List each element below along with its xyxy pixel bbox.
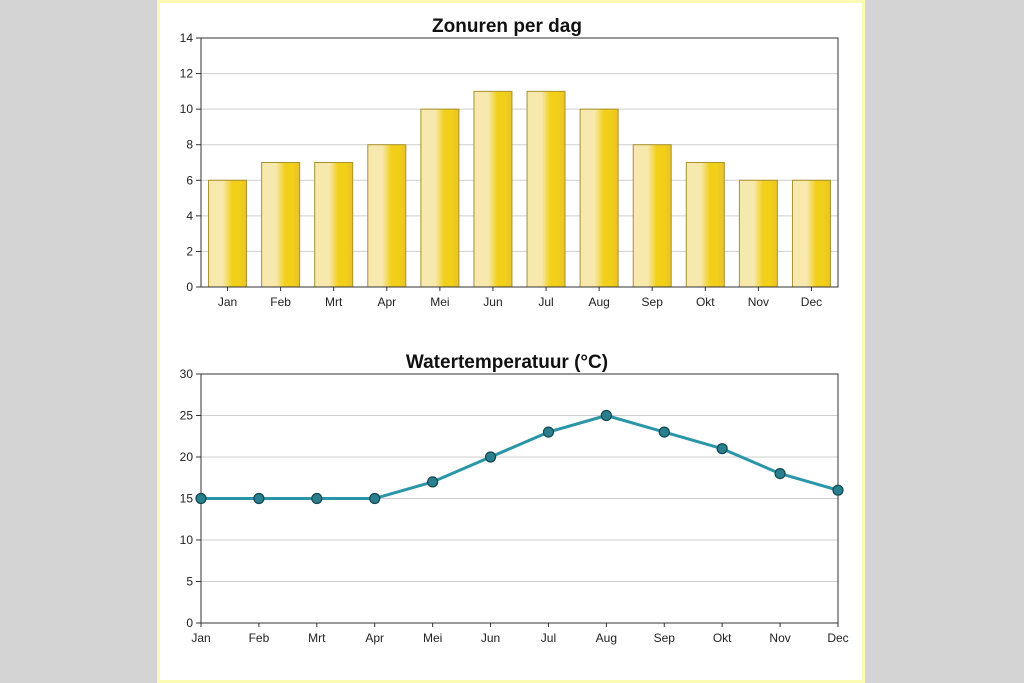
- watertemp-point-nov: [774, 468, 786, 480]
- line-y-tick-label: 0: [186, 616, 193, 630]
- line-x-tick-label: Dec: [827, 631, 848, 645]
- line-y-tick-label: 15: [180, 492, 194, 506]
- sunhours-chart-title: Zonuren per dag: [432, 16, 582, 37]
- line-y-tick-label: 30: [180, 367, 194, 381]
- line-x-tick-label: Mrt: [308, 631, 326, 645]
- line-y-tick-label: 5: [186, 575, 193, 589]
- watertemp-point-dec: [832, 484, 844, 496]
- bar-plot-frame: [200, 37, 839, 288]
- bar-y-tick-label: 2: [186, 244, 193, 258]
- line-x-tick-label: Feb: [249, 631, 270, 645]
- watertemp-point-jul: [542, 426, 555, 438]
- bar-aug: [579, 108, 619, 288]
- bar-y-tick-label: 10: [180, 102, 194, 116]
- watertemp-point-aug: [600, 409, 612, 422]
- watertemp-point-mei: [427, 476, 439, 488]
- line-x-tick-label: Nov: [769, 631, 790, 645]
- bar-x-tick-label: Jul: [538, 295, 553, 309]
- bar-y-tick-label: 4: [186, 209, 193, 223]
- watertemp-point-apr: [369, 492, 381, 505]
- bar-x-tick-label: Aug: [588, 295, 609, 309]
- bar-x-tick-label: Mrt: [325, 295, 343, 309]
- bar-x-tick-label: Feb: [270, 295, 291, 309]
- line-x-tick-label: Aug: [596, 631, 617, 645]
- bar-okt: [685, 162, 725, 288]
- line-y-tick-label: 25: [180, 409, 194, 423]
- line-x-tick-label: Apr: [365, 631, 384, 645]
- bar-dec: [791, 179, 831, 288]
- bar-jul: [526, 90, 566, 288]
- line-x-tick-label: Jun: [481, 631, 500, 645]
- watertemp-point-sep: [658, 426, 670, 438]
- watertemp-point-okt: [716, 443, 728, 455]
- bar-x-tick-label: Dec: [801, 295, 822, 309]
- bar-mrt: [314, 162, 354, 288]
- bar-x-tick-label: Mei: [430, 295, 449, 309]
- bar-y-tick-label: 0: [186, 280, 193, 294]
- bar-y-tick-label: 14: [180, 31, 194, 45]
- bar-nov: [738, 179, 778, 288]
- bar-jun: [473, 90, 513, 288]
- line-x-tick-label: Mei: [423, 631, 442, 645]
- bar-mei: [420, 108, 460, 288]
- line-x-tick-label: Sep: [654, 631, 676, 645]
- bar-jan: [208, 179, 248, 288]
- bar-x-tick-label: Okt: [696, 295, 715, 309]
- bar-feb: [261, 162, 301, 288]
- bar-x-tick-label: Jan: [218, 295, 237, 309]
- line-x-tick-label: Jul: [541, 631, 556, 645]
- watertemp-line-chart: 0 5 10 15 20 25 30 Jan Feb Mrt Apr Mei Jun Jul Aug Sep O…: [180, 367, 849, 645]
- bar-x-tick-label: Apr: [377, 295, 396, 309]
- sunhours-bar-chart: 0 2 4 6 8 10 12 14 Jan Feb Mrt Apr Mei Jun Jul Aug Sep Ok…: [180, 31, 839, 309]
- bar-x-tick-label: Sep: [642, 295, 664, 309]
- bar-y-tick-label: 8: [186, 138, 193, 152]
- bar-x-tick-label: Jun: [483, 295, 502, 309]
- watertemp-point-jun: [484, 451, 497, 463]
- bar-sep: [632, 144, 672, 288]
- bar-y-tick-label: 12: [180, 67, 194, 81]
- bar-x-tick-label: Nov: [748, 295, 769, 309]
- line-x-tick-label: Okt: [713, 631, 732, 645]
- watertemp-point-feb: [253, 492, 265, 505]
- bar-apr: [367, 144, 407, 288]
- watertemp-chart-title: Watertemperatuur (°C): [406, 352, 608, 373]
- watertemp-series-line: [201, 414, 839, 500]
- line-y-tick-label: 20: [180, 450, 194, 464]
- watertemp-point-jan: [195, 492, 207, 505]
- line-x-tick-label: Jan: [191, 631, 210, 645]
- bar-y-tick-label: 6: [186, 173, 193, 187]
- line-y-tick-label: 10: [180, 533, 194, 547]
- watertemp-point-mrt: [311, 492, 323, 505]
